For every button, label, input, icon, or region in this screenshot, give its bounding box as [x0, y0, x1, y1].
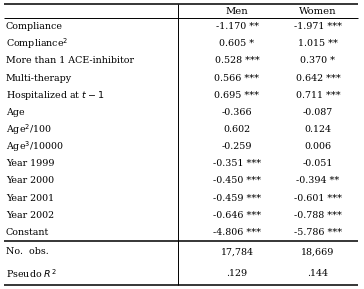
Text: -0.601 ***: -0.601 *** [294, 194, 342, 203]
Text: Pseudo $R^2$: Pseudo $R^2$ [6, 268, 57, 280]
Text: Age$^3$/10000: Age$^3$/10000 [6, 139, 64, 154]
Text: Compliance: Compliance [6, 22, 63, 31]
Text: 0.605 *: 0.605 * [219, 39, 254, 48]
Text: -0.788 ***: -0.788 *** [294, 211, 342, 220]
Text: -0.351 ***: -0.351 *** [213, 159, 261, 168]
Text: Age$^2$/100: Age$^2$/100 [6, 122, 52, 137]
Text: 0.006: 0.006 [304, 142, 332, 151]
Text: Constant: Constant [6, 228, 49, 237]
Text: Men: Men [226, 6, 248, 16]
Text: .144: .144 [308, 270, 328, 279]
Text: -0.051: -0.051 [303, 159, 333, 168]
Text: -1.971 ***: -1.971 *** [294, 22, 342, 31]
Text: Multi-therapy: Multi-therapy [6, 73, 72, 83]
Text: -0.259: -0.259 [222, 142, 252, 151]
Text: 18,669: 18,669 [301, 247, 335, 257]
Text: 0.124: 0.124 [305, 125, 332, 134]
Text: Compliance$^2$: Compliance$^2$ [6, 36, 68, 51]
Text: More than 1 ACE-inhibitor: More than 1 ACE-inhibitor [6, 56, 134, 65]
Text: Year 2001: Year 2001 [6, 194, 54, 203]
Text: -0.646 ***: -0.646 *** [213, 211, 261, 220]
Text: 0.602: 0.602 [223, 125, 250, 134]
Text: -1.170 **: -1.170 ** [215, 22, 258, 31]
Text: -4.806 ***: -4.806 *** [213, 228, 261, 237]
Text: 0.566 ***: 0.566 *** [214, 73, 260, 83]
Text: Age: Age [6, 108, 25, 117]
Text: -0.459 ***: -0.459 *** [213, 194, 261, 203]
Text: .129: .129 [226, 270, 248, 279]
Text: -0.366: -0.366 [222, 108, 252, 117]
Text: 0.642 ***: 0.642 *** [296, 73, 340, 83]
Text: 1.015 **: 1.015 ** [298, 39, 338, 48]
Text: 0.528 ***: 0.528 *** [215, 56, 260, 65]
Text: 0.695 ***: 0.695 *** [214, 91, 260, 100]
Text: Women: Women [299, 6, 337, 16]
Text: 17,784: 17,784 [221, 247, 253, 257]
Text: -0.394 **: -0.394 ** [296, 177, 340, 186]
Text: Hospitalized at $t-1$: Hospitalized at $t-1$ [6, 89, 104, 102]
Text: 0.711 ***: 0.711 *** [296, 91, 340, 100]
Text: 0.370 *: 0.370 * [301, 56, 336, 65]
Text: Year 1999: Year 1999 [6, 159, 55, 168]
Text: -0.087: -0.087 [303, 108, 333, 117]
Text: -5.786 ***: -5.786 *** [294, 228, 342, 237]
Text: Year 2000: Year 2000 [6, 177, 54, 186]
Text: No.  obs.: No. obs. [6, 247, 49, 257]
Text: Year 2002: Year 2002 [6, 211, 54, 220]
Text: -0.450 ***: -0.450 *** [213, 177, 261, 186]
